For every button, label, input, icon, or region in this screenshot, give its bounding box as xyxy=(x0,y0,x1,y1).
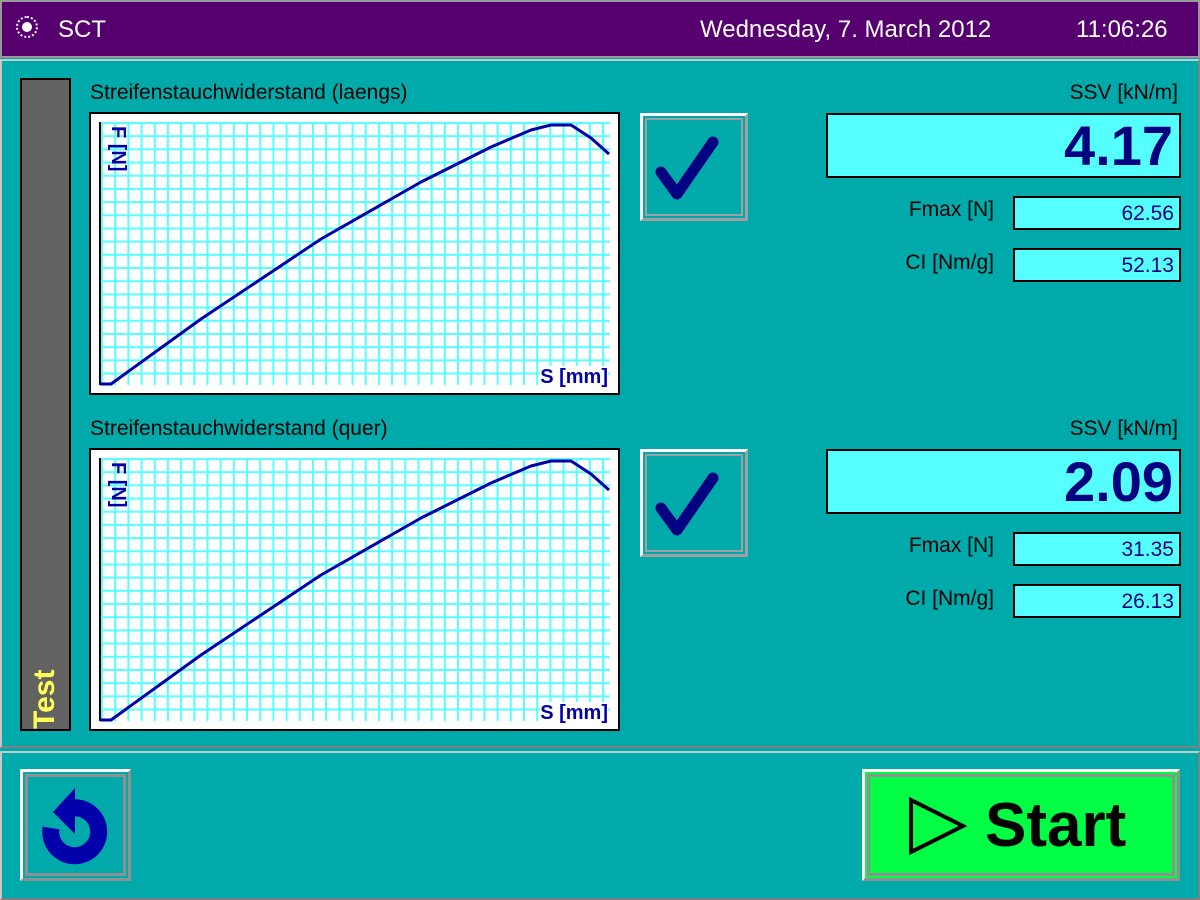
footer-panel xyxy=(0,751,1200,900)
chart-title: Streifenstauchwiderstand (laengs) xyxy=(90,81,408,104)
ci-value: 52.13 xyxy=(1013,248,1181,282)
app-title: SCT xyxy=(58,16,106,43)
y-axis-label: F [N] xyxy=(107,126,129,172)
chart-grid xyxy=(99,458,610,721)
force-curve xyxy=(100,123,610,386)
main-panel xyxy=(0,59,1200,748)
force-curve xyxy=(100,459,610,722)
back-button[interactable] xyxy=(20,769,131,881)
radio-icon xyxy=(16,16,38,38)
time-text: 11:06:26 xyxy=(1076,16,1168,43)
ssv-label: SSV [kN/m] xyxy=(1069,417,1178,440)
x-axis-label: S [mm] xyxy=(540,702,608,725)
x-axis-label: S [mm] xyxy=(540,366,608,389)
date-text: Wednesday, 7. March 2012 xyxy=(700,16,992,43)
chart-plot xyxy=(100,123,610,386)
fmax-label: Fmax [N] xyxy=(908,534,994,557)
start-button[interactable]: Start xyxy=(862,769,1180,881)
mode-sidebar: Test xyxy=(20,78,71,731)
fmax-value: 62.56 xyxy=(1013,196,1181,230)
force-displacement-chart: F [N] S [mm] xyxy=(89,112,620,395)
undo-arrow-icon xyxy=(42,788,108,865)
mode-label: Test xyxy=(28,669,61,729)
ci-label: CI [Nm/g] xyxy=(905,251,994,274)
chart-title: Streifenstauchwiderstand (quer) xyxy=(90,417,388,440)
checkmark-icon xyxy=(655,472,719,536)
title-bar: SCT Wednesday, 7. March 2012 11:06:26 xyxy=(0,0,1200,58)
chart-plot xyxy=(100,459,610,722)
accept-check-button[interactable] xyxy=(640,113,748,221)
y-axis-label: F [N] xyxy=(107,462,129,508)
ssv-value: 2.09 xyxy=(826,449,1181,514)
start-label: Start xyxy=(985,791,1127,860)
force-displacement-chart: F [N] S [mm] xyxy=(89,448,620,731)
accept-check-button[interactable] xyxy=(640,449,748,557)
fmax-label: Fmax [N] xyxy=(908,198,994,221)
fmax-value: 31.35 xyxy=(1013,532,1181,566)
checkmark-icon xyxy=(655,136,719,200)
ci-label: CI [Nm/g] xyxy=(905,587,994,610)
play-triangle-icon xyxy=(909,796,967,856)
chart-grid xyxy=(99,122,610,385)
ssv-value: 4.17 xyxy=(826,113,1181,178)
ssv-label: SSV [kN/m] xyxy=(1069,81,1178,104)
ci-value: 26.13 xyxy=(1013,584,1181,618)
